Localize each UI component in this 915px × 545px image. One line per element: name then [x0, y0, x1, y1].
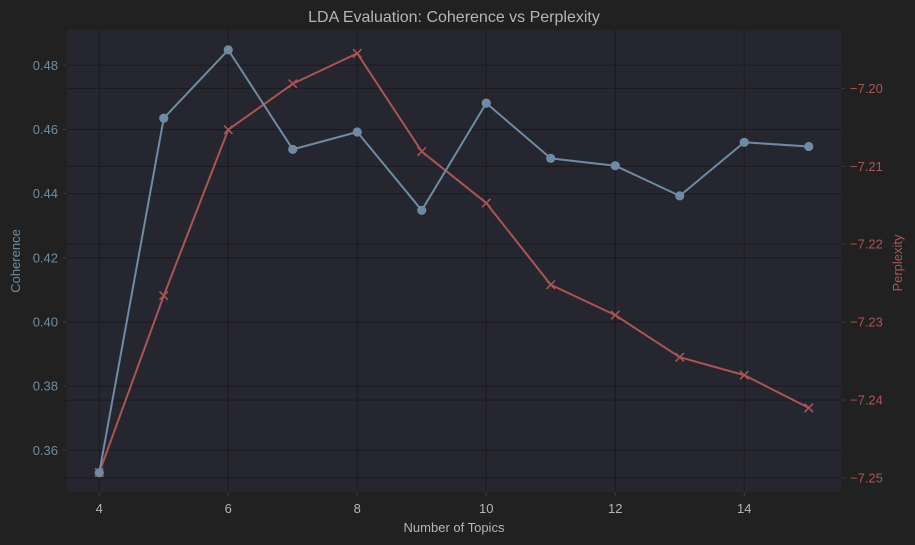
x-tick-label: 10: [479, 501, 493, 516]
right-tick-label: −7.22: [850, 237, 883, 252]
perplexity-point: [223, 124, 234, 135]
perplexity-point: [545, 279, 556, 290]
coherence-line: [98, 48, 809, 473]
right-tick-label: −7.24: [850, 393, 883, 408]
chart-title: LDA Evaluation: Coherence vs Perplexity: [308, 9, 600, 26]
right-tick-label: −7.20: [850, 81, 883, 96]
perplexity-point: [352, 48, 363, 59]
perplexity-point: [481, 198, 492, 208]
coherence-point: [675, 191, 685, 201]
perplexity-point: [610, 310, 621, 320]
x-tick-label: 8: [354, 501, 361, 516]
left-tick-label: 0.42: [33, 250, 58, 265]
left-axis-label: Coherence: [8, 229, 23, 293]
coherence-point: [804, 141, 814, 152]
right-tick-label: −7.23: [850, 315, 883, 330]
axes-layer: 4 6 8 10 12 14 0.36 0.38 0.40 0.42 0.44 0.46 0.48 −7.…: [33, 58, 883, 516]
grid-lines: [67, 30, 841, 492]
x-axis-label: Number of Topics: [404, 520, 505, 535]
perplexity-point: [287, 78, 298, 89]
left-tick-label: 0.36: [33, 443, 58, 458]
coherence-point: [94, 468, 104, 478]
perplexity-point: [674, 352, 685, 362]
perplexity-point: [739, 370, 750, 380]
series-layer: [94, 45, 814, 478]
left-tick-label: 0.38: [33, 379, 58, 394]
x-tick-label: 12: [608, 501, 622, 516]
coherence-point: [352, 127, 362, 137]
x-tick-label: 14: [737, 501, 751, 516]
left-tick-label: 0.44: [33, 186, 58, 201]
coherence-point: [417, 205, 427, 215]
x-tick-label: 6: [225, 501, 232, 516]
x-tick-label: 4: [96, 501, 103, 516]
perplexity-line: [98, 52, 810, 473]
coherence-point: [610, 161, 620, 171]
coherence-point: [159, 113, 169, 123]
left-tick-label: 0.46: [33, 122, 58, 137]
coherence-point: [481, 98, 491, 108]
left-tick-label: 0.40: [33, 314, 58, 329]
plot-area: [67, 30, 841, 492]
right-tick-label: −7.25: [850, 470, 883, 485]
right-axis-label: Perplexity: [890, 234, 905, 292]
left-tick-label: 0.48: [33, 58, 58, 73]
coherence-point: [739, 137, 749, 147]
coherence-point: [288, 144, 298, 154]
perplexity-point: [416, 146, 427, 157]
right-tick-label: −7.21: [850, 159, 883, 174]
coherence-point: [223, 45, 233, 55]
perplexity-point: [158, 290, 169, 301]
perplexity-point: [803, 403, 814, 413]
coherence-point: [546, 153, 556, 163]
